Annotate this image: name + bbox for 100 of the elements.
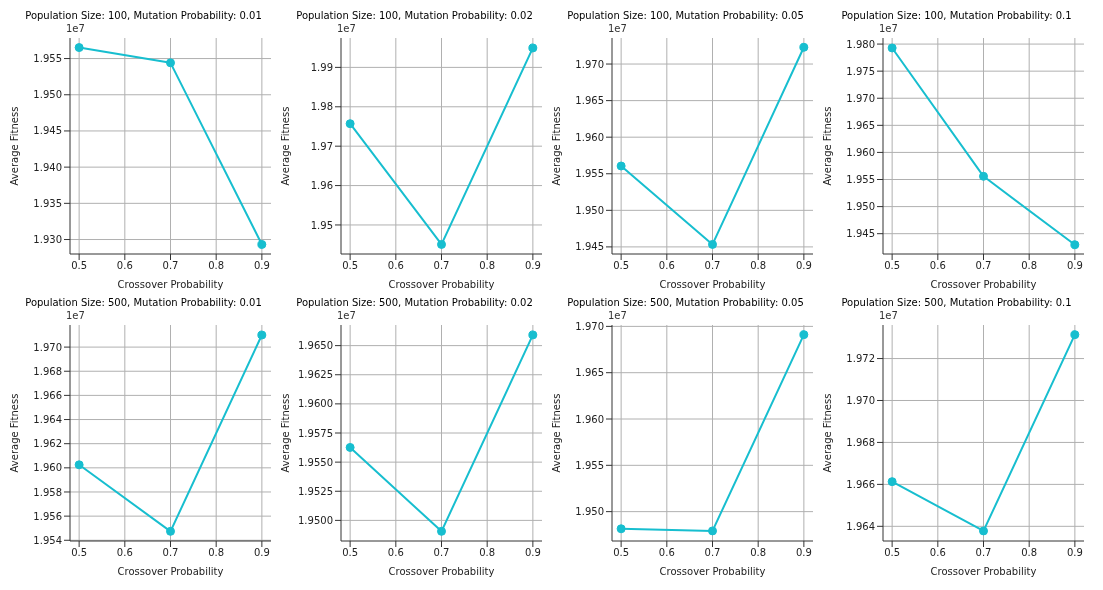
text: 1e7	[608, 310, 627, 321]
y-tick-label: 1.970	[575, 58, 604, 70]
x-tick-label: 0.5	[71, 547, 88, 559]
x-axis-title: Crossover Probability	[388, 566, 495, 577]
point	[345, 442, 355, 452]
x-tick-label: 0.7	[975, 547, 992, 559]
x-tick-label: 0.7	[433, 260, 450, 272]
y-tick-label: 1.9550	[298, 456, 333, 468]
y-axis-title: Average Fitness	[279, 393, 291, 473]
point	[74, 43, 84, 53]
y-tick-label: 1.950	[575, 506, 604, 518]
y-tick-label: 1.968	[846, 436, 875, 448]
y-tick-label: 1.972	[846, 353, 875, 365]
x-tick-label: 0.8	[750, 260, 767, 272]
point	[528, 330, 538, 340]
chart-title: Population Size: 100, Mutation Probability: 0.1	[840, 9, 1073, 23]
y-tick-label: 1.945	[575, 241, 604, 253]
x-tick-label: 0.9	[524, 260, 541, 272]
x-tick-label: 0.9	[253, 260, 270, 272]
point	[708, 239, 717, 249]
text: 1e7	[66, 23, 85, 34]
y-tick-label: 1.962	[33, 438, 62, 450]
y-tick-label: 1.98	[310, 101, 333, 113]
chart-title: Population Size: 500, Mutation Probability: 0.1	[840, 296, 1073, 310]
y-tick-label: 1.9600	[298, 398, 333, 410]
y-tick-label: 1.970	[846, 395, 875, 407]
point	[257, 239, 267, 249]
y-tick-label: 1.950	[575, 204, 604, 216]
y-tick-label: 1.960	[575, 131, 604, 143]
point	[979, 171, 988, 181]
point	[799, 330, 809, 340]
x-axis-title: Crossover Probability	[930, 566, 1037, 577]
y-tick-label: 1.945	[846, 228, 875, 240]
text: 1e7	[337, 23, 356, 34]
y-tick-label: 1.935	[33, 197, 62, 209]
y-tick-label: 1.965	[575, 95, 604, 107]
y-tick-label: 1.96	[310, 180, 333, 192]
x-tick-label: 0.8	[1021, 547, 1038, 559]
y-tick-label: 1.9525	[298, 485, 333, 497]
y-tick-label: 1.968	[33, 365, 62, 377]
x-tick-label: 0.6	[116, 547, 133, 559]
y-tick-label: 1.960	[846, 146, 875, 158]
x-tick-label: 0.6	[929, 547, 946, 559]
y-tick-label: 1.950	[846, 201, 875, 213]
text: 1e7	[879, 310, 898, 321]
y-tick-label: 1.954	[33, 534, 62, 546]
chart-title: Population Size: 100, Mutation Probability: 0.01	[24, 9, 263, 23]
x-tick-label: 0.6	[658, 260, 675, 272]
y-tick-label: 1.960	[575, 413, 604, 425]
y-tick-label: 1.99	[310, 61, 333, 73]
point	[437, 526, 446, 536]
y-tick-label: 1.9650	[298, 340, 333, 352]
x-axis-title: Crossover Probability	[117, 279, 224, 290]
x-tick-label: 0.9	[524, 547, 541, 559]
chart-title: Population Size: 500, Mutation Probability: 0.02	[295, 296, 534, 310]
x-axis-title: Crossover Probability	[930, 279, 1037, 290]
x-tick-label: 0.5	[342, 260, 359, 272]
x-tick-label: 0.8	[1021, 260, 1038, 272]
point	[979, 526, 988, 536]
y-tick-label: 1.9500	[298, 514, 333, 526]
x-tick-label: 0.5	[613, 547, 630, 559]
point	[528, 43, 538, 53]
y-tick-label: 1.956	[33, 510, 62, 522]
y-tick-label: 1.965	[846, 119, 875, 131]
x-tick-label: 0.7	[162, 260, 179, 272]
y-tick-label: 1.966	[33, 389, 62, 401]
text: 1e7	[66, 310, 85, 321]
point	[616, 524, 626, 534]
y-tick-label: 1.955	[575, 168, 604, 180]
x-tick-label: 0.8	[208, 547, 225, 559]
x-axis-title: Crossover Probability	[388, 279, 495, 290]
x-tick-label: 0.7	[704, 547, 721, 559]
x-tick-label: 0.7	[433, 547, 450, 559]
point	[887, 43, 897, 53]
y-tick-label: 1.945	[33, 125, 62, 137]
y-tick-label: 1.950	[33, 89, 62, 101]
x-tick-label: 0.8	[750, 547, 767, 559]
point	[166, 526, 175, 536]
x-axis-title: Crossover Probability	[117, 566, 224, 577]
y-axis-title: Average Fitness	[550, 106, 562, 186]
x-tick-label: 0.5	[71, 260, 88, 272]
x-tick-label: 0.5	[884, 547, 901, 559]
chart-title: Population Size: 100, Mutation Probability: 0.02	[295, 9, 534, 23]
x-tick-label: 0.8	[208, 260, 225, 272]
point	[1070, 240, 1080, 250]
y-tick-label: 1.970	[33, 341, 62, 353]
y-tick-label: 1.9575	[298, 427, 333, 439]
y-tick-label: 1.940	[33, 161, 62, 173]
x-tick-label: 0.6	[929, 260, 946, 272]
text: 1e7	[337, 310, 356, 321]
x-tick-label: 0.6	[387, 260, 404, 272]
y-tick-label: 1.955	[33, 53, 62, 65]
y-tick-label: 1.964	[33, 414, 62, 426]
y-tick-label: 1.955	[575, 459, 604, 471]
x-axis-title: Crossover Probability	[659, 279, 766, 290]
x-tick-label: 0.9	[795, 260, 812, 272]
x-tick-label: 0.7	[162, 547, 179, 559]
y-axis-title: Average Fitness	[550, 393, 562, 473]
y-tick-label: 1.964	[846, 520, 875, 532]
chart-title: Population Size: 100, Mutation Probability: 0.05	[566, 9, 805, 23]
